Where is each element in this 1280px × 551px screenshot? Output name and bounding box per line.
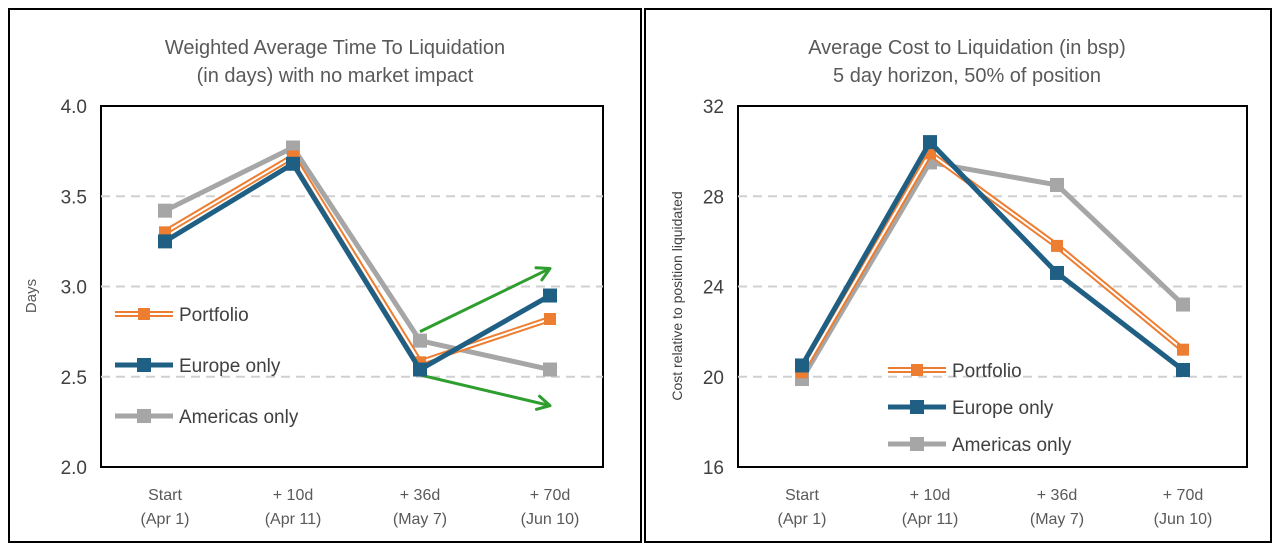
data-point-americas-only	[1050, 177, 1064, 192]
data-point-europe-only	[413, 362, 427, 377]
y-tick-label: 4.0	[61, 97, 87, 118]
left-chart-panel: Weighted Average Time To Liquidation (in…	[8, 8, 642, 543]
legend: Portfolio Europe only Americas only	[115, 305, 299, 428]
x-tick-label: (Jun 10)	[521, 511, 580, 528]
data-point-europe-only	[158, 234, 172, 249]
legend-label-europe-only: Europe only	[952, 398, 1054, 419]
legend: Portfolio Europe only Americas only	[888, 361, 1072, 456]
y-tick-label: 16	[703, 458, 724, 479]
time-to-liquidation-chart: Weighted Average Time To Liquidation (in…	[23, 37, 604, 528]
series-line-europe-only	[163, 161, 552, 373]
series-lines	[795, 135, 1190, 387]
data-point-europe-only	[286, 156, 300, 171]
chart-title-line1: Average Cost to Liquidation (in bsp)	[808, 37, 1126, 59]
trend-arrow-line	[419, 267, 551, 333]
chart-title-line2: 5 day horizon, 50% of position	[833, 65, 1101, 87]
y-tick-labels: 2.0 2.5 3.0 3.5 4.0	[61, 97, 87, 479]
legend-marker-americas-only	[137, 409, 151, 423]
x-tick-label: (Apr 1)	[141, 511, 190, 528]
data-point-portfolio	[1051, 239, 1063, 252]
y-tick-label: 2.5	[61, 368, 87, 389]
chart-title-line1: Weighted Average Time To Liquidation	[165, 37, 505, 59]
cost-to-liquidation-chart: Average Cost to Liquidation (in bsp) 5 d…	[669, 37, 1248, 528]
series-line-americas-only	[163, 145, 551, 372]
x-tick-label: + 70d	[530, 487, 570, 504]
y-axis-label: Cost relative to position liquidated	[669, 191, 685, 400]
y-axis-label: Days	[23, 279, 40, 313]
x-tick-label: + 36d	[400, 487, 440, 504]
y-tick-label: 28	[703, 187, 724, 208]
trend-arrow-line	[419, 373, 551, 408]
data-point-americas-only	[1176, 297, 1190, 312]
data-point-europe-only	[923, 135, 937, 150]
legend-marker-portfolio	[138, 308, 150, 320]
data-point-europe-only	[1050, 265, 1064, 280]
legend-label-americas-only: Americas only	[179, 407, 299, 428]
data-point-europe-only	[543, 288, 557, 303]
data-point-europe-only	[1176, 362, 1190, 377]
legend-label-europe-only: Europe only	[179, 356, 281, 377]
legend-label-portfolio: Portfolio	[179, 305, 249, 326]
x-tick-label: (Apr 11)	[902, 511, 959, 528]
y-tick-label: 3.0	[61, 278, 87, 299]
gridlines	[101, 195, 603, 378]
x-tick-label: + 70d	[1163, 487, 1203, 504]
legend-label-americas-only: Americas only	[952, 435, 1072, 456]
x-tick-label: (May 7)	[1030, 511, 1084, 528]
x-tick-labels: Start (Apr 1) + 10d (Apr 11) + 36d (May 7) + 7…	[778, 487, 1213, 528]
y-tick-label: 2.0	[61, 458, 87, 479]
series-line-europe-only	[799, 139, 1185, 372]
x-tick-label: (May 7)	[393, 511, 447, 528]
y-tick-labels: 16 20 24 28 32	[703, 97, 725, 479]
legend-marker-americas-only	[910, 437, 924, 451]
data-point-europe-only	[795, 358, 809, 373]
x-tick-label: (Apr 11)	[265, 511, 322, 528]
legend-marker-europe-only	[910, 400, 924, 414]
data-point-portfolio	[1177, 343, 1189, 356]
data-point-portfolio	[544, 312, 556, 325]
data-point-americas-only	[158, 203, 172, 218]
y-tick-label: 20	[703, 368, 724, 389]
trend-arrows	[419, 266, 552, 411]
y-tick-label: 3.5	[61, 187, 87, 208]
x-tick-label: Start	[785, 487, 819, 504]
y-tick-label: 32	[703, 97, 724, 118]
y-tick-label: 24	[703, 278, 725, 299]
right-chart-panel: Average Cost to Liquidation (in bsp) 5 d…	[644, 8, 1272, 543]
x-tick-label: (Jun 10)	[1154, 511, 1213, 528]
series-lines	[158, 140, 557, 377]
trend-arrow-head	[534, 266, 552, 282]
series-line-americas-only	[799, 159, 1185, 381]
series-line-inner-portfolio	[164, 155, 551, 364]
data-point-americas-only	[413, 333, 427, 348]
x-tick-label: (Apr 1)	[778, 511, 827, 528]
data-point-americas-only	[543, 362, 557, 377]
series-line-inner-portfolio	[801, 152, 1184, 373]
x-tick-label: + 36d	[1037, 487, 1077, 504]
x-tick-label: Start	[148, 487, 182, 504]
x-tick-label: + 10d	[273, 487, 313, 504]
chart-title-line2: (in days) with no market impact	[197, 65, 474, 87]
legend-marker-portfolio	[911, 364, 923, 376]
x-tick-labels: Start (Apr 1) + 10d (Apr 11) + 36d (May 7) + 7…	[141, 487, 580, 528]
trend-arrow-head	[535, 394, 552, 411]
legend-marker-europe-only	[137, 358, 151, 372]
x-tick-label: + 10d	[910, 487, 950, 504]
legend-label-portfolio: Portfolio	[952, 361, 1022, 382]
